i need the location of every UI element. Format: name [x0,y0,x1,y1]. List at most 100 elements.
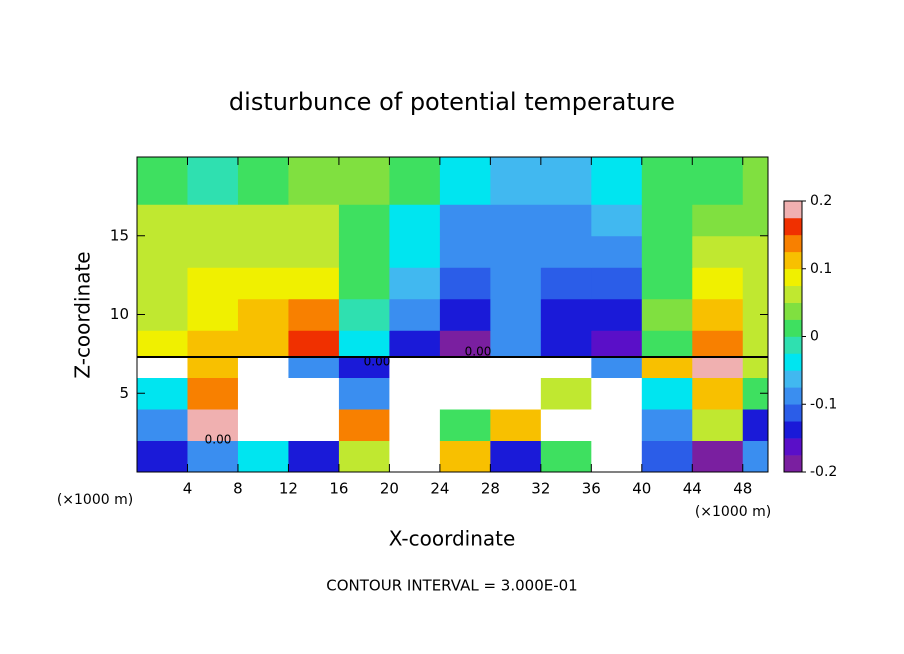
contour-cell [742,357,769,378]
contour-cell [490,157,542,205]
contour-cell [692,157,744,205]
contour-cell [187,357,239,378]
contour-cell [389,330,441,358]
chart-title: disturbunce of potential temperature [229,88,675,116]
colorbar-swatch [784,404,802,422]
contour-cell [137,440,188,473]
contour-cell [591,204,643,237]
contour-cell [742,440,769,473]
contour-cell [540,440,592,473]
contour-cell [237,357,289,378]
contour-cell [540,377,592,410]
contour-cell [490,357,542,378]
contour-cell [338,440,390,473]
x-tick-label: 24 [430,480,449,498]
contour-cell [439,204,491,237]
x-tick-label: 4 [183,480,193,498]
contour-cell [692,267,744,300]
y-tick-label: 5 [119,384,129,402]
contour-cell [641,204,693,237]
contour-cell [591,377,643,410]
colorbar-swatch [784,438,802,456]
contour-cell [237,267,289,300]
contour-cell [288,298,340,331]
colorbar-swatch [784,251,802,270]
contour-cell [137,377,188,410]
contour-cell [237,298,289,331]
colorbar-tick-label: 0 [810,329,819,345]
contour-cell [742,267,769,300]
contour-cell [237,204,289,237]
contour-cell [137,157,188,205]
contour-cell [288,330,340,358]
contour-cell [389,440,441,473]
contour-cell [742,235,769,268]
colorbar-tick-label: -0.2 [810,464,837,480]
contour-cell [389,357,441,378]
contour-cell [389,409,441,441]
contour-cell [439,157,491,205]
contour-cell [641,377,693,410]
y-tick-label: 10 [110,305,129,323]
contour-cell [692,409,744,441]
x-unit-label: (×1000 m) [57,492,133,508]
contour-cell [137,409,188,441]
contour-cell [237,235,289,268]
contour-cell [137,298,188,331]
contour-cell [692,440,744,473]
colorbar-swatch [784,234,802,253]
contour-cell [338,377,390,410]
contour-cell [641,235,693,268]
contour-cell [439,409,491,441]
contour-cell [389,298,441,331]
contour-cell [490,409,542,441]
contour-cell [692,357,744,378]
contour-cell [692,330,744,358]
contour-cell [641,330,693,358]
contour-cell [439,330,491,358]
contour-cell [288,267,340,300]
contour-cell [540,409,592,441]
y-axis-label: Z-coordinate [71,251,95,378]
contour-cell [742,330,769,358]
contour-cell [641,357,693,378]
x-tick-label: 40 [632,480,651,498]
contour-cell [389,267,441,300]
colorbar-swatch [784,285,802,303]
colorbar-swatch [784,336,802,354]
contour-cell [338,204,390,237]
contour-cell [540,204,592,237]
contour-cell [288,357,340,378]
contour-cell [439,235,491,268]
colorbar-swatch [784,319,802,337]
colorbar-swatch [784,421,802,439]
contour-cell [338,235,390,268]
contour-cell [338,357,390,378]
contour-cell [439,298,491,331]
contour-cell [338,298,390,331]
contour-cell [490,330,542,358]
colorbar-swatch [784,217,802,236]
contour-cell [237,409,289,441]
contour-cell [540,157,592,205]
contour-cell [742,157,769,205]
contour-cell [237,377,289,410]
contour-cell [187,330,239,358]
colorbar-swatch [784,353,802,371]
contour-label: 0.00 [364,355,391,369]
contour-cell [490,377,542,410]
contour-cell [692,204,744,237]
contour-cell [288,440,340,473]
contour-cell [288,377,340,410]
contour-cell [288,235,340,268]
contour-cell [439,440,491,473]
contour-cell [641,409,693,441]
contour-cell [187,440,239,473]
contour-cell [338,267,390,300]
contour-cell [540,357,592,378]
contour-cell [641,157,693,205]
contour-cell [439,267,491,300]
contour-cell [490,235,542,268]
colorbar-tick-label: -0.1 [810,396,837,412]
